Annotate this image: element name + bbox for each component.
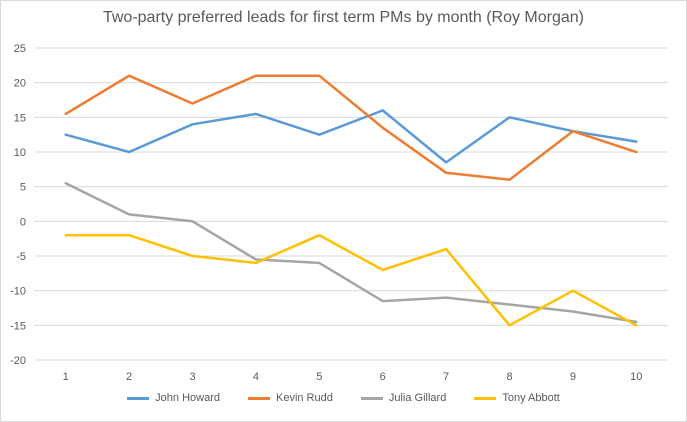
legend-label: Tony Abbott	[502, 392, 560, 404]
x-tick-label: 6	[380, 371, 386, 383]
y-tick-label: 15	[14, 112, 26, 124]
legend-swatch	[360, 396, 383, 400]
legend-label: Julia Gillard	[388, 392, 447, 404]
series-lines	[64, 74, 638, 327]
legend-item: Kevin Rudd	[247, 392, 333, 404]
y-tick-label: 20	[14, 78, 26, 90]
x-tick-label: 10	[630, 371, 642, 383]
y-tick-label: 25	[14, 43, 26, 55]
legend-swatch	[474, 396, 497, 400]
y-tick-label: 5	[20, 182, 26, 194]
x-tick-label: 4	[253, 371, 259, 383]
x-tick-label: 5	[316, 371, 322, 383]
x-tick-label: 2	[126, 371, 132, 383]
y-tick-label: 0	[20, 216, 26, 228]
series-line-john-howard	[64, 109, 638, 164]
legend-swatch	[127, 396, 150, 400]
x-tick-label: 7	[443, 371, 449, 383]
y-tick-label: -5	[16, 251, 26, 263]
chart-title: Two-party preferred leads for first term…	[102, 9, 585, 26]
x-tick-label: 8	[506, 371, 512, 383]
y-tick-label: -20	[10, 355, 26, 367]
y-tick-label: -15	[10, 320, 26, 332]
series-line-kevin-rudd	[64, 74, 638, 181]
y-tick-label: 10	[14, 147, 26, 159]
legend-item: John Howard	[127, 392, 220, 404]
y-tick-label: -10	[10, 286, 26, 298]
legend-swatch	[247, 396, 270, 400]
legend-label: Kevin Rudd	[275, 392, 333, 404]
legend-label: John Howard	[155, 392, 220, 404]
series-line-tony-abbott	[64, 233, 638, 327]
gridlines	[34, 47, 668, 361]
x-tick-label: 3	[189, 371, 195, 383]
y-axis-ticks: 25 20 15 10 5 0 -5 -10 -15 -20	[10, 43, 26, 367]
legend: John Howard Kevin Rudd Julia Gillard Tony A…	[0, 392, 687, 404]
x-tick-label: 9	[570, 371, 576, 383]
x-tick-label: 1	[63, 371, 69, 383]
legend-item: Tony Abbott	[474, 392, 560, 404]
legend-item: Julia Gillard	[360, 392, 447, 404]
x-axis-ticks: 1 2 3 4 5 6 7 8 9 10	[63, 371, 643, 383]
